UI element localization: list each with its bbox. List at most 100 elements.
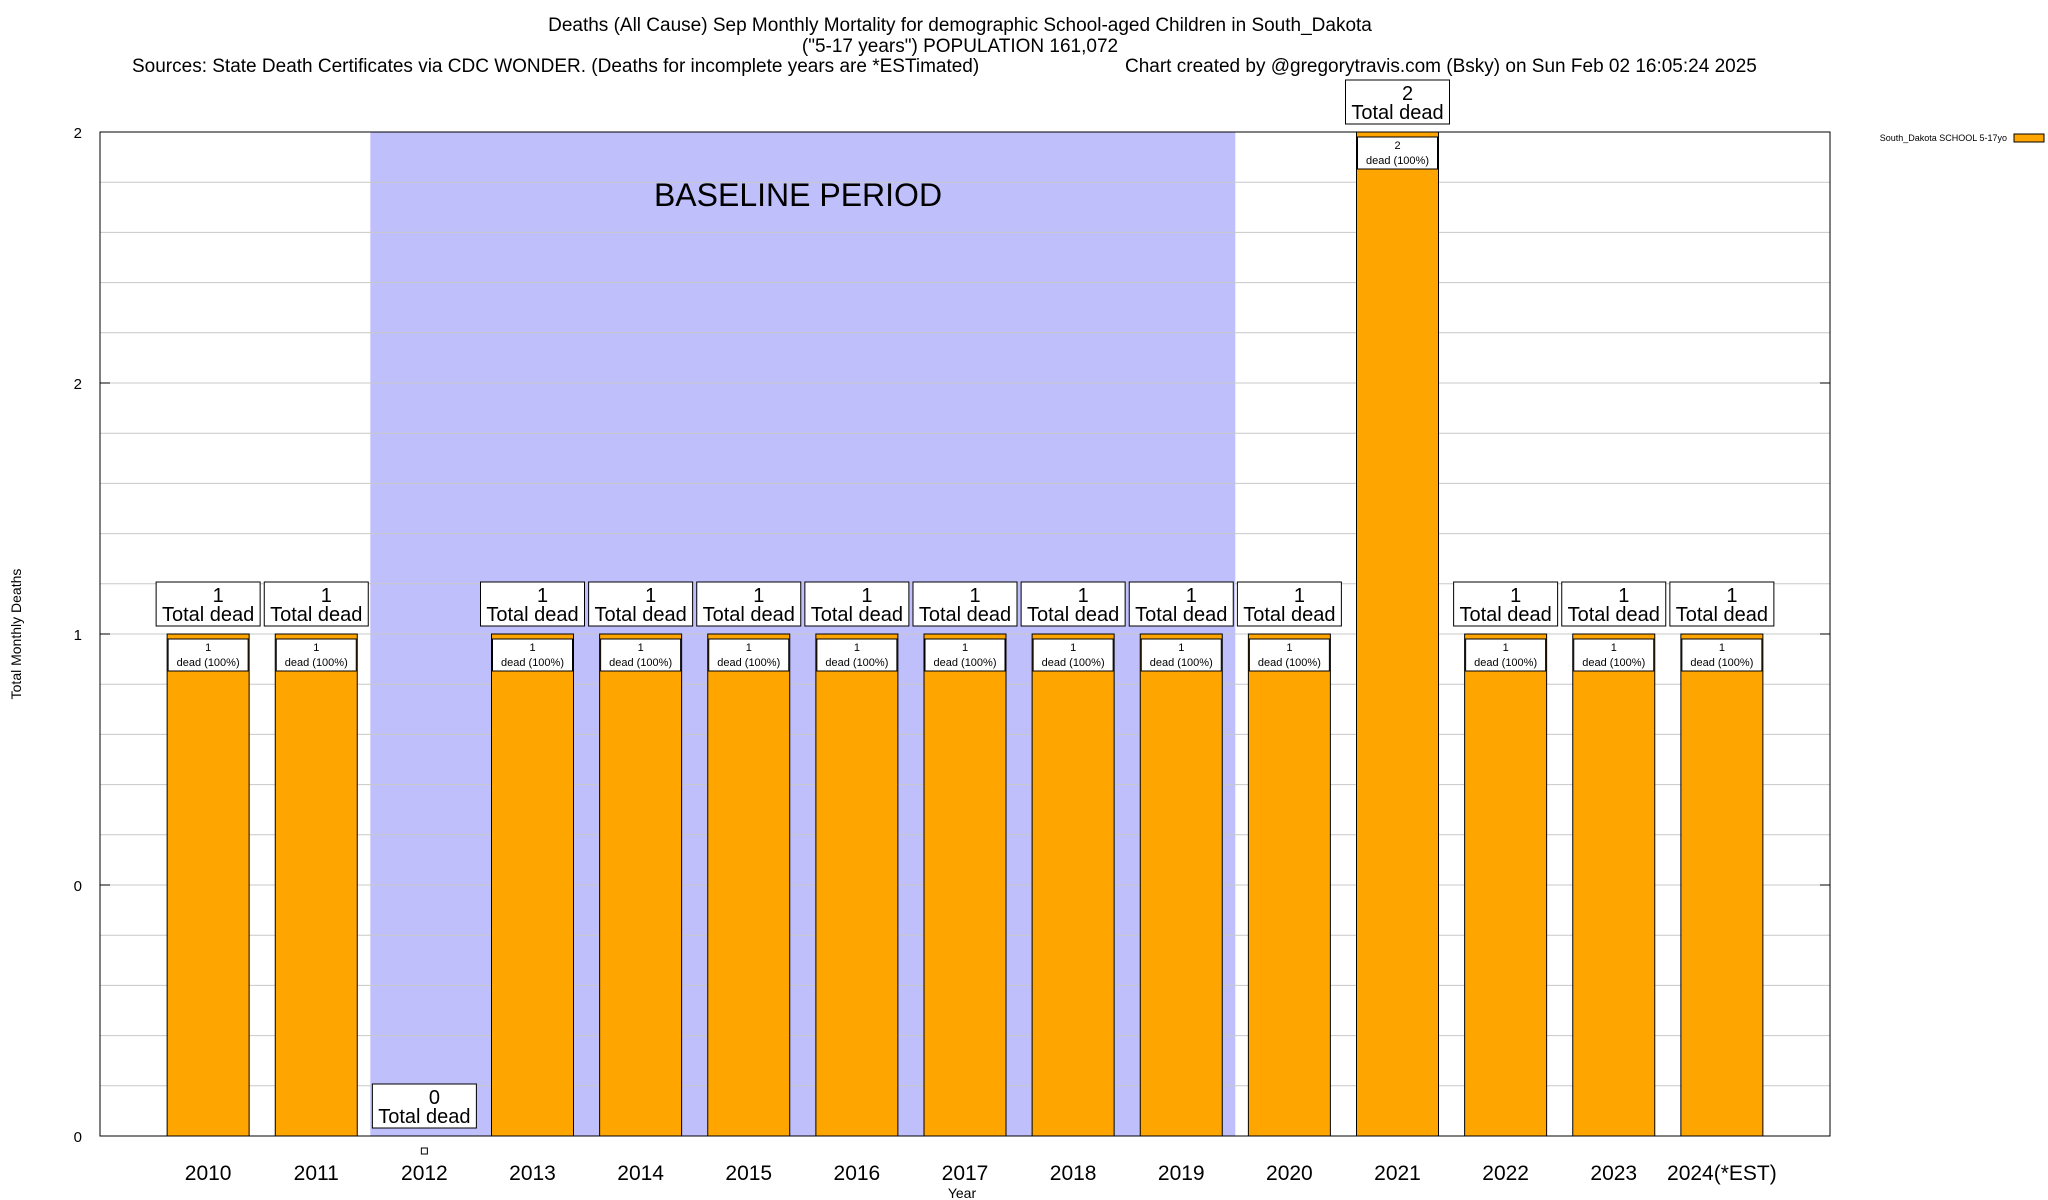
bar-inner-count: 1 [854,642,860,654]
bar-inner-percent: dead (100%) [1582,657,1645,669]
bar [923,633,1007,1137]
x-category-label: 2013 [509,1162,556,1185]
bar-total-count: 1 [1078,585,1089,607]
bar-inner-label-box [167,638,249,672]
x-category-label: 2014 [617,1162,664,1185]
bar-inner-percent: dead (100%) [1690,657,1753,669]
bar [274,633,358,1137]
bar-total-label-box [1020,581,1126,627]
bar-inner-count: 1 [1503,642,1509,654]
x-axis-categories: 2010 2011 2012 2013 2014 2015 2016 2017 2018 2019… [185,1162,1777,1185]
bar-total-label-box [263,581,369,627]
bar-total-suffix: Total dead [1027,604,1119,626]
legend-label: South_Dakota SCHOOL 5-17yo [1880,133,2007,143]
chart-title-line-2: ("5-17 years") POPULATION 161,072 [802,36,1118,57]
bar-total-count: 1 [1186,585,1197,607]
bar-inner-label-box [492,638,573,672]
x-axis-title: Year [948,1185,977,1200]
bar-inner-count: 1 [313,642,319,654]
y-tick-label: 0 [74,1129,82,1146]
y-axis-title: Total Monthly Deaths [8,569,24,700]
bar-inner-percent: dead (100%) [609,657,672,669]
bar-total-suffix: Total dead [1243,604,1335,626]
bar-total-label-box [804,581,910,627]
bar-inner-label-box [708,638,790,672]
bar-total-label-box [1128,581,1234,627]
chart-sources-text: Sources: State Death Certificates via CD… [132,56,979,77]
bar-inner-label: 1 dead (100%) [1681,638,1763,672]
bar-inner-label-box [1681,638,1763,672]
bar-total-label-box [696,581,802,627]
bar-inner-label: 2 dead (100%) [1357,136,1438,170]
bar [599,633,683,1137]
y-tick-label: 0 [74,878,82,895]
bar [1031,633,1115,1137]
bar [707,633,791,1137]
bar-total-suffix: Total dead [1135,604,1227,626]
bar-inner-label: 1 dead (100%) [1140,638,1222,672]
bar-total-suffix: Total dead [703,604,795,626]
bar-total-count: 1 [861,585,872,607]
chart-titles: Deaths (All Cause) Sep Monthly Mortality… [132,15,1757,77]
bar-inner-label-box [924,638,1006,672]
bar-inner-label: 1 dead (100%) [1573,638,1655,672]
x-category-label: 2022 [1482,1162,1529,1185]
x-category-label: 2024(*EST) [1667,1162,1777,1185]
bar [815,633,899,1137]
bar-inner-count: 2 [1394,140,1400,152]
bar-inner-percent: dead (100%) [717,657,780,669]
zero-bar-marker [420,1147,428,1155]
bar-total-label-box [912,581,1018,627]
bar [1356,131,1439,1137]
bar-inner-label-box [1140,638,1222,672]
bar-total-label-box [371,1083,477,1129]
bar-inner-label-box [1465,638,1547,672]
bar-inner-percent: dead (100%) [1042,657,1105,669]
bar-total-suffix: Total dead [811,604,903,626]
bar-total-count: 1 [213,585,224,607]
bar-total-suffix: Total dead [1676,604,1768,626]
bar-total-label-box [1561,581,1667,627]
bar-inner-label-box [816,638,898,672]
x-category-label: 2021 [1374,1162,1421,1185]
y-tick-label: 2 [74,376,82,393]
bar-total-suffix: Total dead [919,604,1011,626]
bar-inner-label: 1 dead (100%) [1248,638,1330,672]
bar-inner-label: 1 dead (100%) [1032,638,1114,672]
bar-total-suffix: Total dead [1459,604,1551,626]
bar [491,633,574,1137]
bar-total-suffix: Total dead [1351,102,1443,124]
bar-inner-count: 1 [746,642,752,654]
bar-inner-label-box [1248,638,1330,672]
bar [1464,633,1548,1137]
y-axis-ticks: 0 0 1 2 2 [74,125,1830,1146]
bar-inner-label: 1 dead (100%) [600,638,682,672]
x-category-label: 2023 [1590,1162,1637,1185]
bar-total-label-box [588,581,694,627]
bar-total-label-box [1453,581,1559,627]
bar-total-suffix: Total dead [594,604,686,626]
bar-inner-count: 1 [1070,642,1076,654]
bar-inner-percent: dead (100%) [934,657,997,669]
bar [166,633,250,1137]
chart-title-line-1: Deaths (All Cause) Sep Monthly Mortality… [548,15,1372,36]
bar-inner-label: 1 dead (100%) [816,638,898,672]
bar-inner-percent: dead (100%) [1150,657,1213,669]
bar-inner-count: 1 [1286,642,1292,654]
bar-inner-label-box [275,638,357,672]
bar-total-count: 1 [1726,585,1737,607]
bar-total-suffix: Total dead [486,604,578,626]
bar-total-count: 1 [753,585,764,607]
bar-total-count: 1 [645,585,656,607]
